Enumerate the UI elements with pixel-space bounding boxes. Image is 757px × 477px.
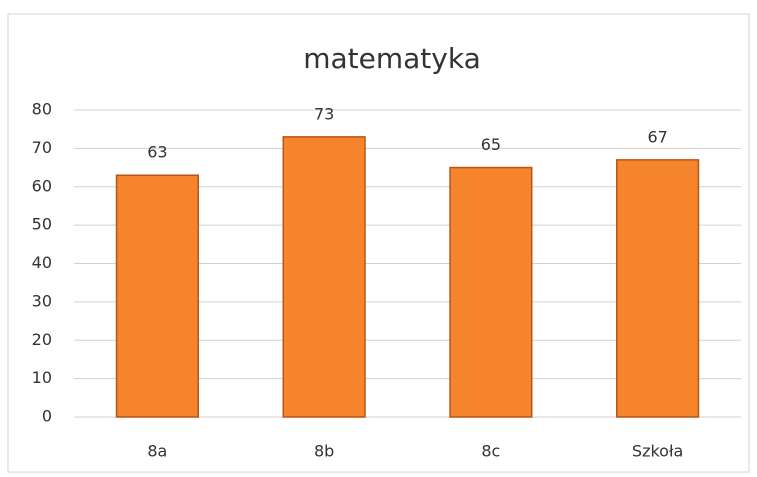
y-tick-label: 0 [42,407,52,426]
chart-title: matematyka [303,42,481,75]
bar [449,166,533,418]
y-tick-label: 30 [32,291,52,310]
y-tick-label: 20 [32,330,52,349]
y-tick-label: 70 [32,138,52,157]
bar [616,159,700,418]
x-tick-label: Szkoła [632,442,683,461]
bar [115,174,199,418]
y-tick-label: 10 [32,368,52,387]
y-tick-label: 60 [32,176,52,195]
x-tick-label: 8a [147,442,167,461]
x-tick-label: 8b [314,442,334,461]
x-tick-label: 8c [481,442,500,461]
data-label: 65 [481,135,501,154]
y-tick-label: 50 [32,215,52,234]
data-label: 73 [314,104,334,123]
y-tick-label: 40 [32,253,52,272]
data-label: 63 [147,143,167,162]
y-tick-label: 80 [32,100,52,119]
data-label: 67 [647,127,667,146]
bar [282,136,366,418]
